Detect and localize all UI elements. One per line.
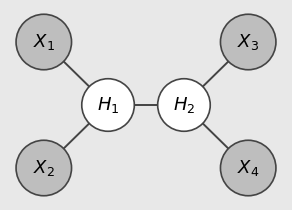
Ellipse shape: [158, 79, 210, 131]
Ellipse shape: [16, 14, 72, 70]
Ellipse shape: [16, 140, 72, 196]
Ellipse shape: [220, 14, 276, 70]
Text: $X_2$: $X_2$: [33, 158, 55, 178]
Ellipse shape: [82, 79, 134, 131]
Text: $X_4$: $X_4$: [237, 158, 259, 178]
Text: $X_1$: $X_1$: [33, 32, 55, 52]
Text: $H_1$: $H_1$: [97, 95, 119, 115]
Text: $H_2$: $H_2$: [173, 95, 195, 115]
Ellipse shape: [220, 140, 276, 196]
Text: $X_3$: $X_3$: [237, 32, 259, 52]
